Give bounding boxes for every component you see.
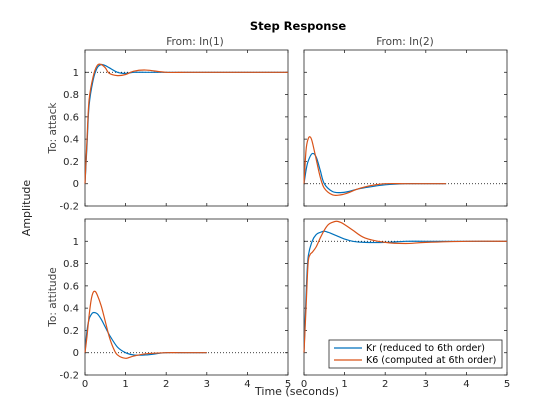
y-tick-label-r2c1-0: -0.2	[59, 371, 79, 382]
legend: Kr (reduced to 6th order) K6 (computed a…	[328, 339, 503, 369]
x-tick-label-r2c1-0: 0	[82, 379, 88, 390]
x-tick-label-r2c1-3: 3	[204, 379, 210, 390]
axes-box-r1c1	[84, 49, 289, 207]
chart-title: Step Response	[250, 19, 346, 33]
x-tick-label-r2c1-5: 5	[285, 379, 291, 390]
y-tick-label-r2c1-3: 0.4	[63, 304, 79, 315]
subplot-grid: -0.200.20.40.60.81-0.200.20.40.60.810 1 2 3…	[59, 49, 510, 390]
column-title-in1: From: In(1)	[166, 36, 224, 48]
y-tick-label-r2c1-2: 0.2	[63, 326, 79, 337]
series-line-k6-r1c1	[84, 63, 288, 184]
row-title-attack: To: attack	[47, 102, 59, 155]
y-tick-label-r1c1-5: 0.8	[63, 90, 79, 101]
legend-entry-k6: K6 (computed at 6th order)	[366, 355, 496, 366]
y-tick-label-r2c1-5: 0.8	[63, 259, 79, 270]
legend-entry-kr: Kr (reduced to 6th order)	[366, 343, 485, 354]
y-tick-label-r2c1-6: 1	[73, 237, 79, 248]
column-title-in2: From: In(2)	[376, 36, 434, 48]
series-line-k6-r2c2	[303, 220, 508, 353]
series-line-k6-r1c2	[303, 136, 447, 197]
x-tick-label-r2c2-2: 2	[382, 379, 388, 390]
y-tick-label-r1c1-1: 0	[73, 179, 79, 190]
series-line-k6-r2c1	[84, 290, 207, 359]
series-line-kr-r2c2	[303, 230, 507, 353]
y-axis-label: Amplitude	[20, 180, 33, 237]
axes-box-r1c2	[303, 49, 508, 207]
x-tick-label-r2c2-3: 3	[423, 379, 429, 390]
y-tick-label-r2c1-4: 0.6	[63, 281, 79, 292]
x-tick-label-r2c2-5: 5	[504, 379, 510, 390]
y-tick-label-r1c1-2: 0.2	[63, 157, 79, 168]
x-tick-label-r2c2-0: 0	[301, 379, 307, 390]
x-tick-label-r2c1-1: 1	[122, 379, 128, 390]
x-tick-label-r2c1-4: 4	[244, 379, 250, 390]
y-tick-label-r2c1-1: 0	[73, 348, 79, 359]
x-tick-label-r2c2-4: 4	[463, 379, 469, 390]
x-tick-label-r2c1-2: 2	[163, 379, 169, 390]
y-tick-label-r1c1-3: 0.4	[63, 135, 79, 146]
row-title-attitude: To: attitude	[47, 267, 59, 327]
x-tick-label-r2c2-1: 1	[341, 379, 347, 390]
y-tick-label-r1c1-0: -0.2	[59, 202, 79, 213]
legend-box	[328, 339, 503, 369]
y-tick-label-r1c1-6: 1	[73, 68, 79, 79]
y-tick-label-r1c1-4: 0.6	[63, 112, 79, 123]
x-axis-label: Time (seconds)	[254, 385, 339, 398]
